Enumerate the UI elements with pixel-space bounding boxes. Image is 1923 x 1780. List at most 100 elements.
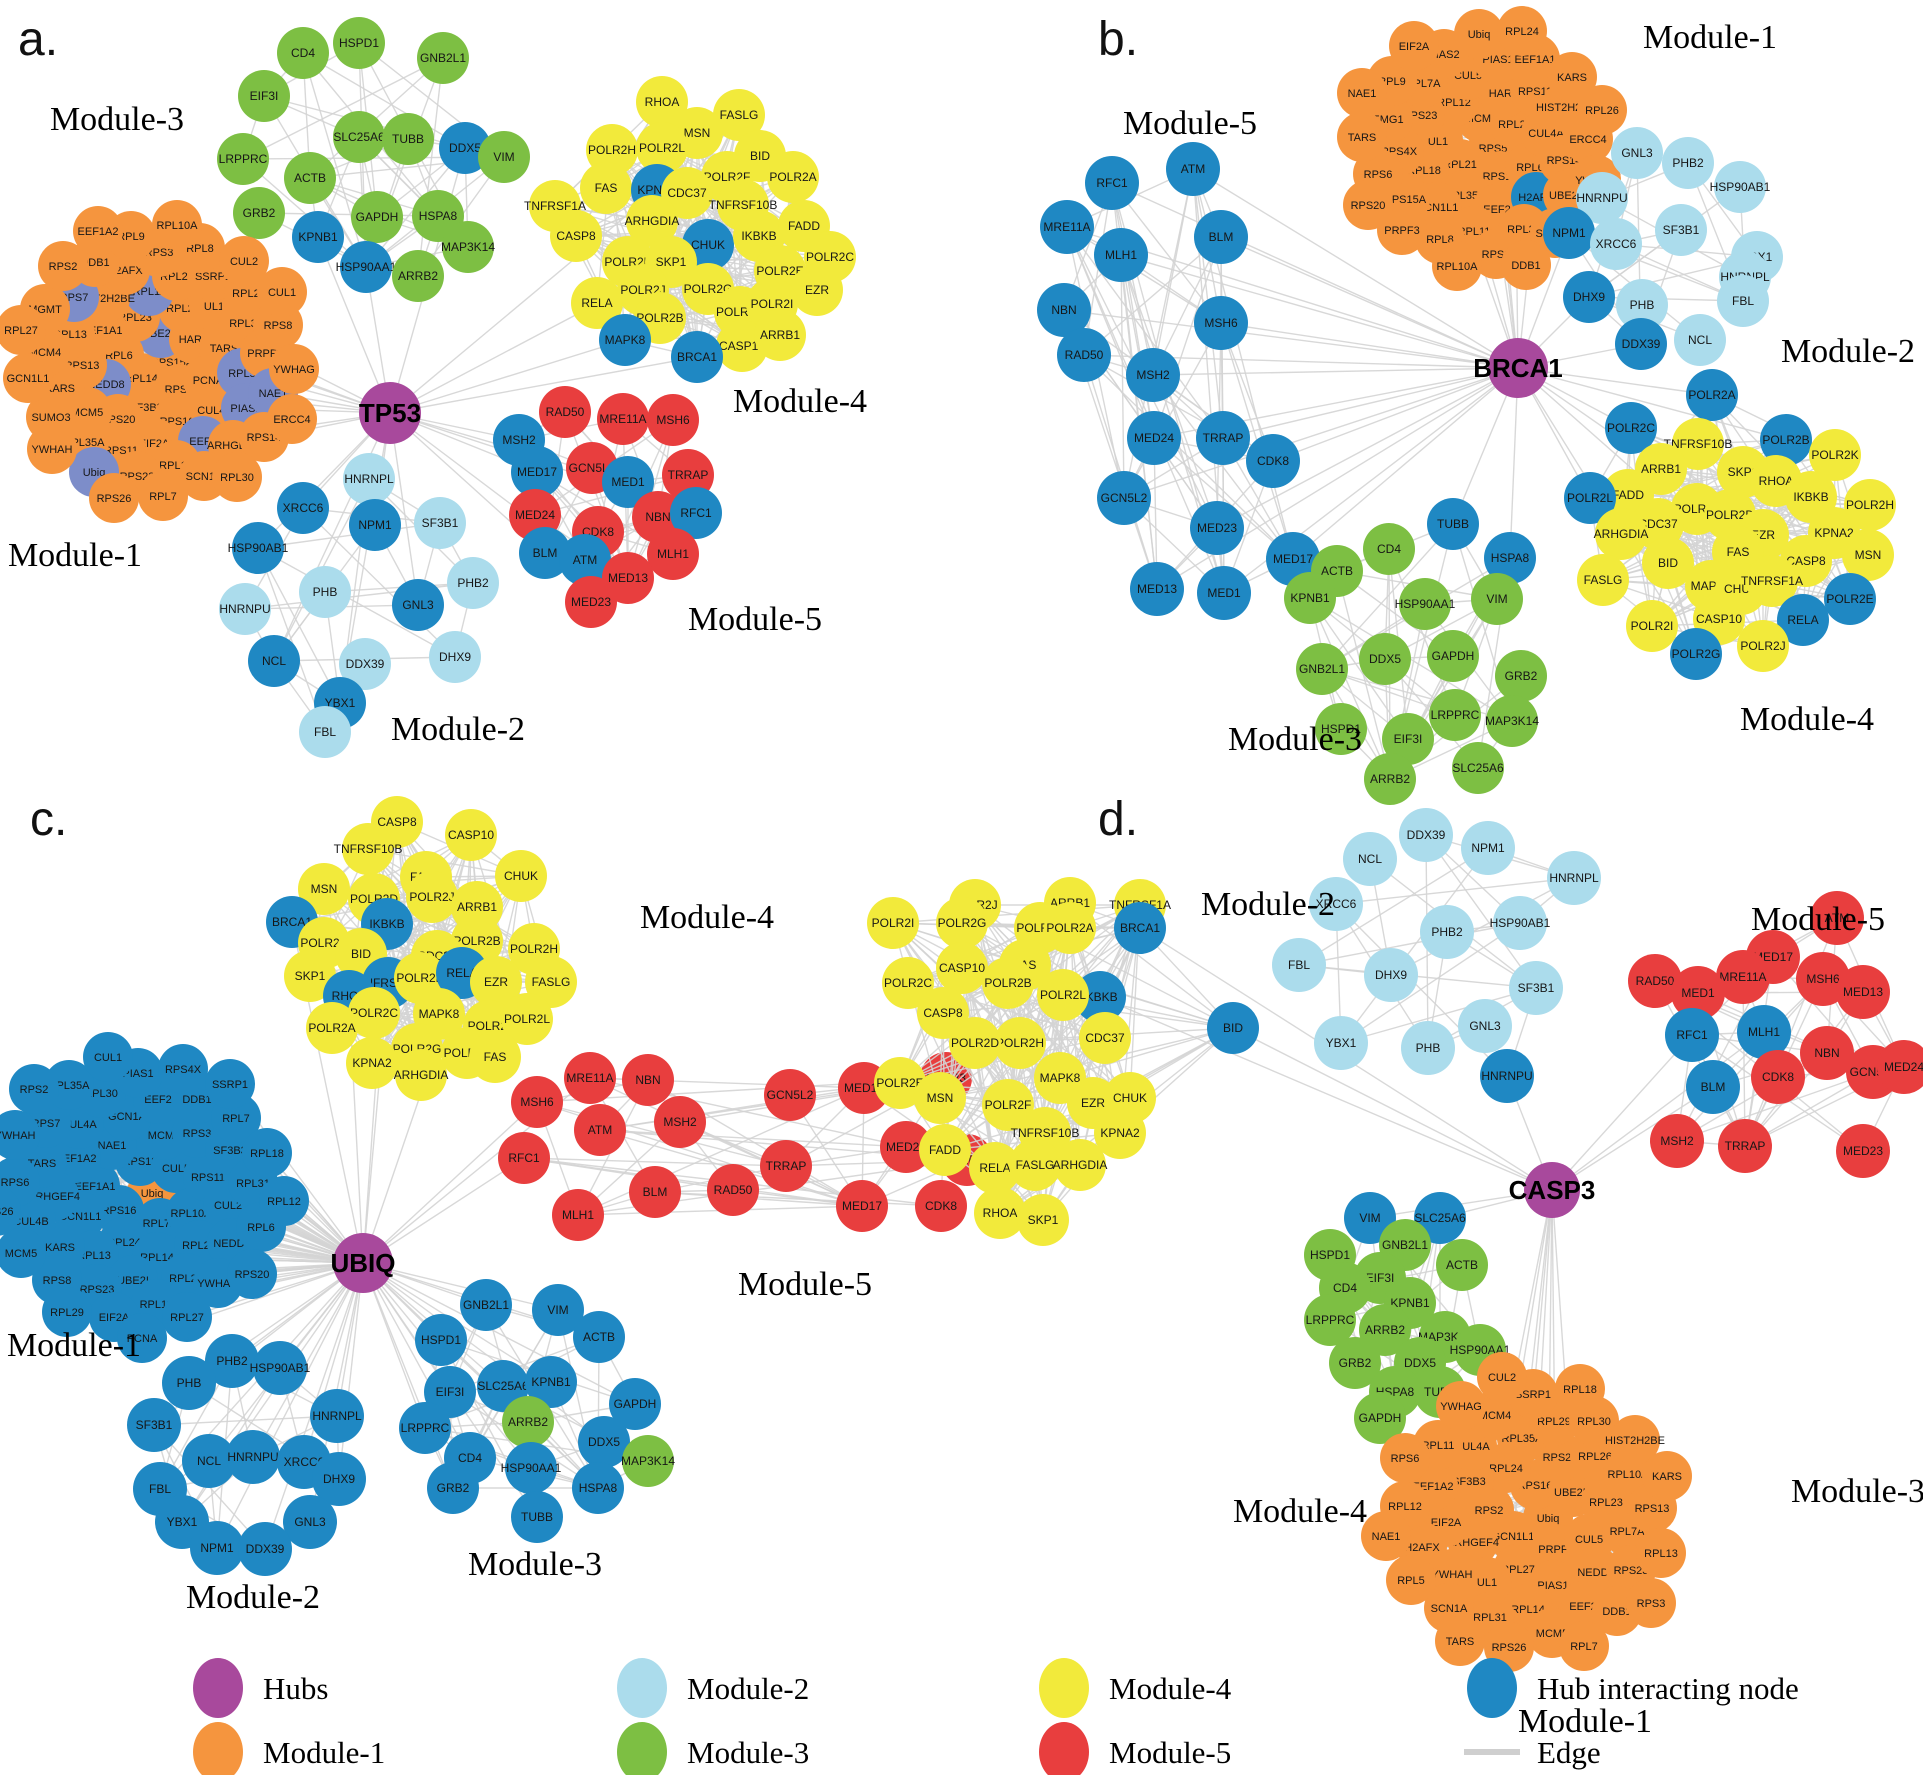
node-label: RPS20 [1543, 1452, 1578, 1464]
edge [257, 547, 326, 733]
node-label: CUL4A [1454, 1441, 1490, 1453]
node-label: UL1 [1477, 1577, 1497, 1589]
node-label: SCN1A [1431, 1603, 1468, 1615]
legend-swatch-m3 [617, 1722, 667, 1780]
legend-swatch-in [1467, 1658, 1517, 1718]
network-node-PHB2 [447, 557, 499, 609]
node-label: GCN1A [108, 1111, 147, 1123]
node-label: SKP1 [295, 969, 326, 983]
node-label: YBX1 [167, 1515, 198, 1529]
module-group-module-3: CD4 HSPD1 GNB2L1 EIF3I SLC25A6 TUBB DDX5 VIM LRP… [217, 17, 530, 302]
node-label: NCL [1688, 333, 1712, 347]
node-label: RFC1 [508, 1151, 540, 1165]
node-label: CUL1 [94, 1052, 122, 1064]
node-label: MED13 [1137, 582, 1177, 596]
node-label: IKBKB [369, 917, 404, 931]
network-node-RPS2 [38, 241, 88, 291]
hub-edge [317, 236, 391, 414]
node-label: GNL3 [1621, 146, 1653, 160]
network-node-POLR2I [867, 897, 919, 949]
node-label: FBL [149, 1482, 171, 1496]
node-label: XRCC6 [1316, 897, 1357, 911]
node-label: HSPD1 [421, 1333, 461, 1347]
node-label: TUBB [521, 1510, 553, 1524]
node-label: HSP90AB1 [250, 1361, 311, 1375]
node-label: FAS [595, 181, 618, 195]
network-node-MAP3K14 [442, 221, 494, 273]
network-node-GRB2 [1495, 650, 1547, 702]
network-node-NAE1 [1337, 68, 1387, 118]
node-label: MED1 [1681, 986, 1715, 1000]
node-label: RPL21 [1443, 159, 1477, 171]
node-label: PRPF3 [1538, 1544, 1573, 1556]
module-group-module-4: CASP8CASP10TNFRSF10BMSNFADDPOLR2JCHUKPOL… [266, 796, 577, 1101]
hub-node-CASP3 [1524, 1162, 1580, 1218]
legend-swatch-m5 [1039, 1722, 1089, 1780]
node-label: RELA [1787, 613, 1818, 627]
hub-edge [1222, 367, 1519, 439]
node-label: CASP8 [1786, 554, 1826, 568]
hub-edge [1517, 367, 1713, 396]
node-label: MCM5 [5, 1248, 37, 1260]
network-node-RPL12 [259, 1176, 309, 1226]
network-node-ARHGDIA [1054, 1139, 1106, 1191]
network-node-GAPDH [1427, 630, 1479, 682]
module-label-module-3: Module-3 [1791, 1473, 1923, 1510]
hub-edge [362, 1262, 636, 1405]
node-label: NCL [262, 654, 286, 668]
node-label: EIF3I [1366, 1271, 1395, 1285]
edge [1083, 354, 1294, 560]
network-node-MLH1 [552, 1189, 604, 1241]
network-node-MRE11A [1716, 950, 1770, 1004]
node-label: GNL3 [1469, 1019, 1501, 1033]
node-label: CUL1 [268, 287, 296, 299]
network-node-CDK8 [1246, 434, 1300, 488]
node-label: RPS16 [102, 1205, 137, 1217]
node-label: RPL12 [1437, 97, 1471, 109]
network-node-FBL [1717, 275, 1769, 327]
network-node-GCN5L2 [1097, 471, 1151, 525]
node-label: GCN5L2 [767, 1088, 814, 1102]
edge [1309, 597, 1409, 740]
node-label: CUL5 [162, 1163, 190, 1175]
network-node-NCL [248, 635, 300, 687]
node-label: Ubiq [1468, 29, 1491, 41]
network-node-GRB2 [233, 187, 285, 239]
node-label: RPS3 [1637, 1598, 1666, 1610]
network-node-POLR2C [882, 957, 934, 1009]
node-label: SF3B3 [213, 1145, 247, 1157]
edge [1069, 902, 1234, 1029]
network-node-POLR2L [636, 122, 688, 174]
network-node-HNRNPU [219, 583, 271, 635]
network-node-GNL3 [283, 1495, 337, 1549]
network-node-HNRNPU [1576, 172, 1628, 224]
network-node-MSN [1842, 529, 1894, 581]
hub-edge [389, 189, 658, 414]
node-label: MRE11A [566, 1071, 613, 1085]
node-label: DDB1 [182, 1094, 211, 1106]
hub-edge [1216, 367, 1519, 529]
node-label: RPL26 [1578, 1451, 1612, 1463]
node-label: MED24 [1884, 1060, 1923, 1074]
node-label: RFC1 [1096, 176, 1128, 190]
hub-edge [1120, 254, 1519, 369]
node-label: KPNA2 [1814, 526, 1854, 540]
node-label: ATM [588, 1123, 612, 1137]
node-label: GNB2L1 [463, 1298, 509, 1312]
node-label: CHUK [504, 869, 538, 883]
network-node-MRE11A [597, 393, 649, 445]
edge [994, 994, 1064, 1169]
node-label: ACTB [583, 1330, 615, 1344]
node-label: GNB2L1 [1382, 1238, 1428, 1252]
network-node-RAD50 [1628, 954, 1682, 1008]
hub-node-TP53 [359, 382, 421, 444]
node-label: YWHAH [1432, 1569, 1473, 1581]
network-node-PHB [1401, 1021, 1455, 1075]
network-node-SKP1 [284, 950, 336, 1002]
node-label: ACTB [1321, 564, 1353, 578]
node-label: RPL30 [1577, 1416, 1611, 1428]
node-label: EEF1A1 [75, 1181, 116, 1193]
node-label: POLR2I [872, 916, 915, 930]
node-label: HNRNPU [227, 1450, 278, 1464]
edge [1111, 182, 1222, 324]
